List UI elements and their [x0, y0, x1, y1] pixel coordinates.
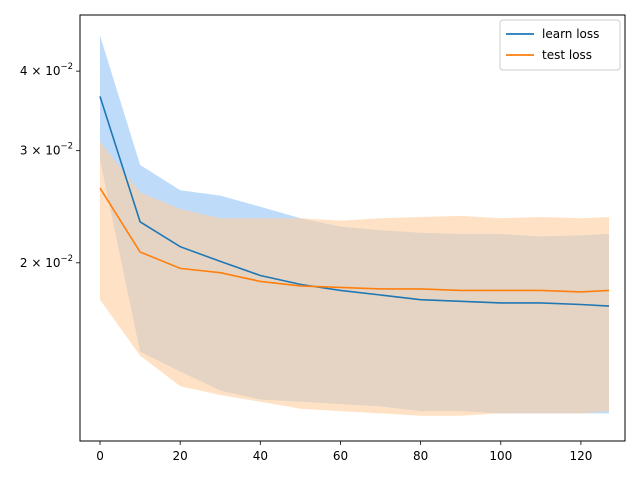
legend: learn loss test loss	[499, 19, 621, 71]
x-tick-label: 120	[569, 449, 592, 463]
x-tick-label: 60	[333, 449, 348, 463]
line-learn-loss	[99, 96, 610, 307]
x-tick-label: 0	[96, 449, 104, 463]
y-axis: 2 × 10−2 3 × 10−2 4 × 10−2	[20, 62, 80, 270]
y-tick-label: 4 × 10−2	[20, 62, 73, 78]
plot-frame	[79, 14, 626, 442]
x-tick-label: 100	[489, 449, 512, 463]
x-axis: 0 20 40 60 80 100 120	[96, 441, 592, 463]
y-tick-label: 3 × 10−2	[20, 142, 73, 158]
line-test-loss	[99, 187, 610, 293]
x-tick-label: 40	[253, 449, 268, 463]
legend-box	[499, 19, 621, 71]
x-tick-label: 20	[173, 449, 188, 463]
y-tick-label: 2 × 10−2	[20, 254, 73, 270]
band-test-loss	[100, 141, 609, 416]
confidence-bands	[100, 35, 609, 416]
legend-label: learn loss	[542, 27, 599, 41]
x-tick-label: 80	[413, 449, 428, 463]
series-lines	[99, 96, 610, 307]
legend-label: test loss	[542, 48, 592, 62]
